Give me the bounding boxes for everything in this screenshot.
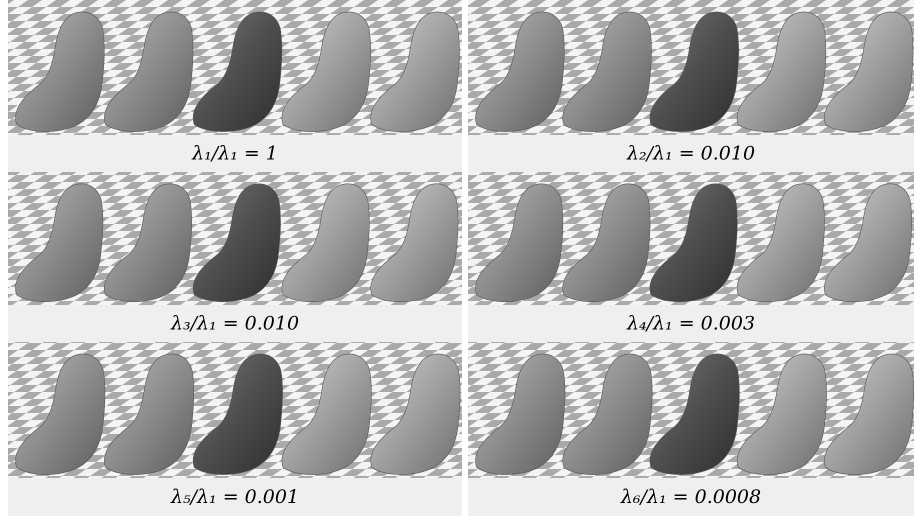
panel: λ₃/λ₁ = 0.010 <box>8 172 462 342</box>
caption: λ₅/λ₁ = 0.001 <box>170 486 299 508</box>
caption: λ₄/λ₁ = 0.003 <box>626 313 755 335</box>
caption: λ₁/λ₁ = 1 <box>191 143 278 165</box>
panel: λ₁/λ₁ = 1 <box>8 0 462 172</box>
panel: λ₅/λ₁ = 0.001 <box>8 342 462 516</box>
caption: λ₂/λ₁ = 0.010 <box>626 143 755 165</box>
caption: λ₃/λ₁ = 0.010 <box>170 313 299 335</box>
page: λ₁/λ₁ = 1 λ₂/λ₁ = 0.010 λ₃/λ₁ = 0.010 λ₄/λ₁… <box>0 0 922 516</box>
panel: λ₂/λ₁ = 0.010 <box>468 0 914 172</box>
panel: λ₄/λ₁ = 0.003 <box>468 172 914 342</box>
caption: λ₆/λ₁ = 0.0008 <box>620 486 761 508</box>
panel: λ₆/λ₁ = 0.0008 <box>468 342 914 516</box>
figure: λ₁/λ₁ = 1 λ₂/λ₁ = 0.010 λ₃/λ₁ = 0.010 λ₄/λ₁… <box>0 0 922 516</box>
